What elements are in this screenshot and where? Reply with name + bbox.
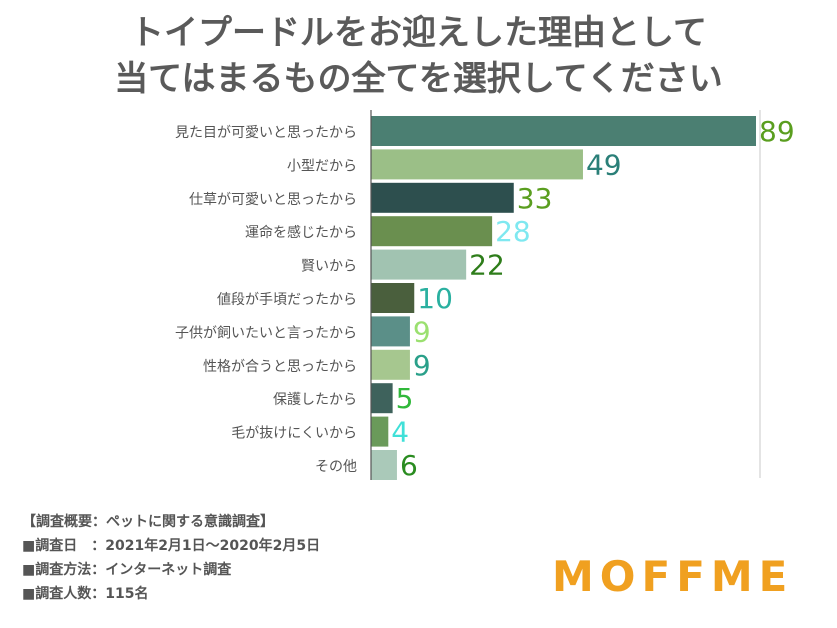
bar-0 (371, 116, 756, 146)
category-label-10: その他 (315, 459, 357, 475)
value-label-10: 6 (400, 449, 418, 482)
category-label-8: 保護したから (273, 392, 357, 408)
value-label-0: 89 (759, 115, 795, 148)
category-label-3: 運命を感じたから (245, 224, 357, 241)
value-label-7: 9 (413, 349, 431, 382)
value-label-1: 49 (586, 148, 622, 181)
category-label-0: 見た目が可愛いと思ったから (175, 125, 357, 141)
bar-4 (371, 249, 467, 280)
bar-9 (371, 416, 389, 447)
value-label-9: 4 (391, 416, 409, 449)
value-label-6: 9 (413, 315, 431, 348)
survey-method: ■調査方法：インターネット調査 (22, 562, 232, 578)
category-label-6: 子供が飼いたいと言ったから (175, 325, 357, 341)
title-line-2: 当てはまるもの全てを選択してください (114, 59, 723, 99)
category-label-1: 小型だから (287, 158, 357, 174)
bar-5 (371, 283, 415, 313)
survey-date: ■調査日 ：2021年2月1日〜2020年2月5日 (22, 538, 321, 554)
bar-7 (371, 349, 410, 380)
category-label-4: 賢いから (301, 259, 357, 275)
value-label-2: 33 (517, 182, 553, 215)
value-label-3: 28 (495, 215, 531, 248)
category-label-9: 毛が抜けにくいから (231, 426, 357, 442)
bar-2 (371, 182, 514, 213)
survey-heading: 【調査概要：ペットに関する意識調査】 (22, 514, 274, 530)
value-label-4: 22 (469, 249, 505, 282)
value-label-8: 5 (396, 382, 414, 415)
value-label-5: 10 (417, 282, 453, 315)
moffme-logo: MOFFME (552, 552, 794, 601)
bar-3 (371, 216, 493, 247)
bar-1 (371, 149, 583, 180)
chart-title: トイプードルをお迎えした理由として 当てはまるもの全てを選択してください (0, 10, 837, 102)
title-line-1: トイプードルをお迎えした理由として (130, 13, 707, 53)
survey-count: ■調査人数：115名 (22, 586, 149, 602)
bar-8 (371, 383, 393, 414)
bar-6 (371, 316, 410, 347)
category-label-7: 性格が合うと思ったから (203, 359, 357, 375)
category-label-5: 値段が手頃だったから (217, 292, 357, 308)
category-label-2: 仕草が可愛いと思ったから (189, 192, 357, 208)
bar-10 (371, 450, 397, 480)
survey-summary: 【調査概要：ペットに関する意識調査】 ■調査日 ：2021年2月1日〜2020年… (22, 510, 320, 606)
